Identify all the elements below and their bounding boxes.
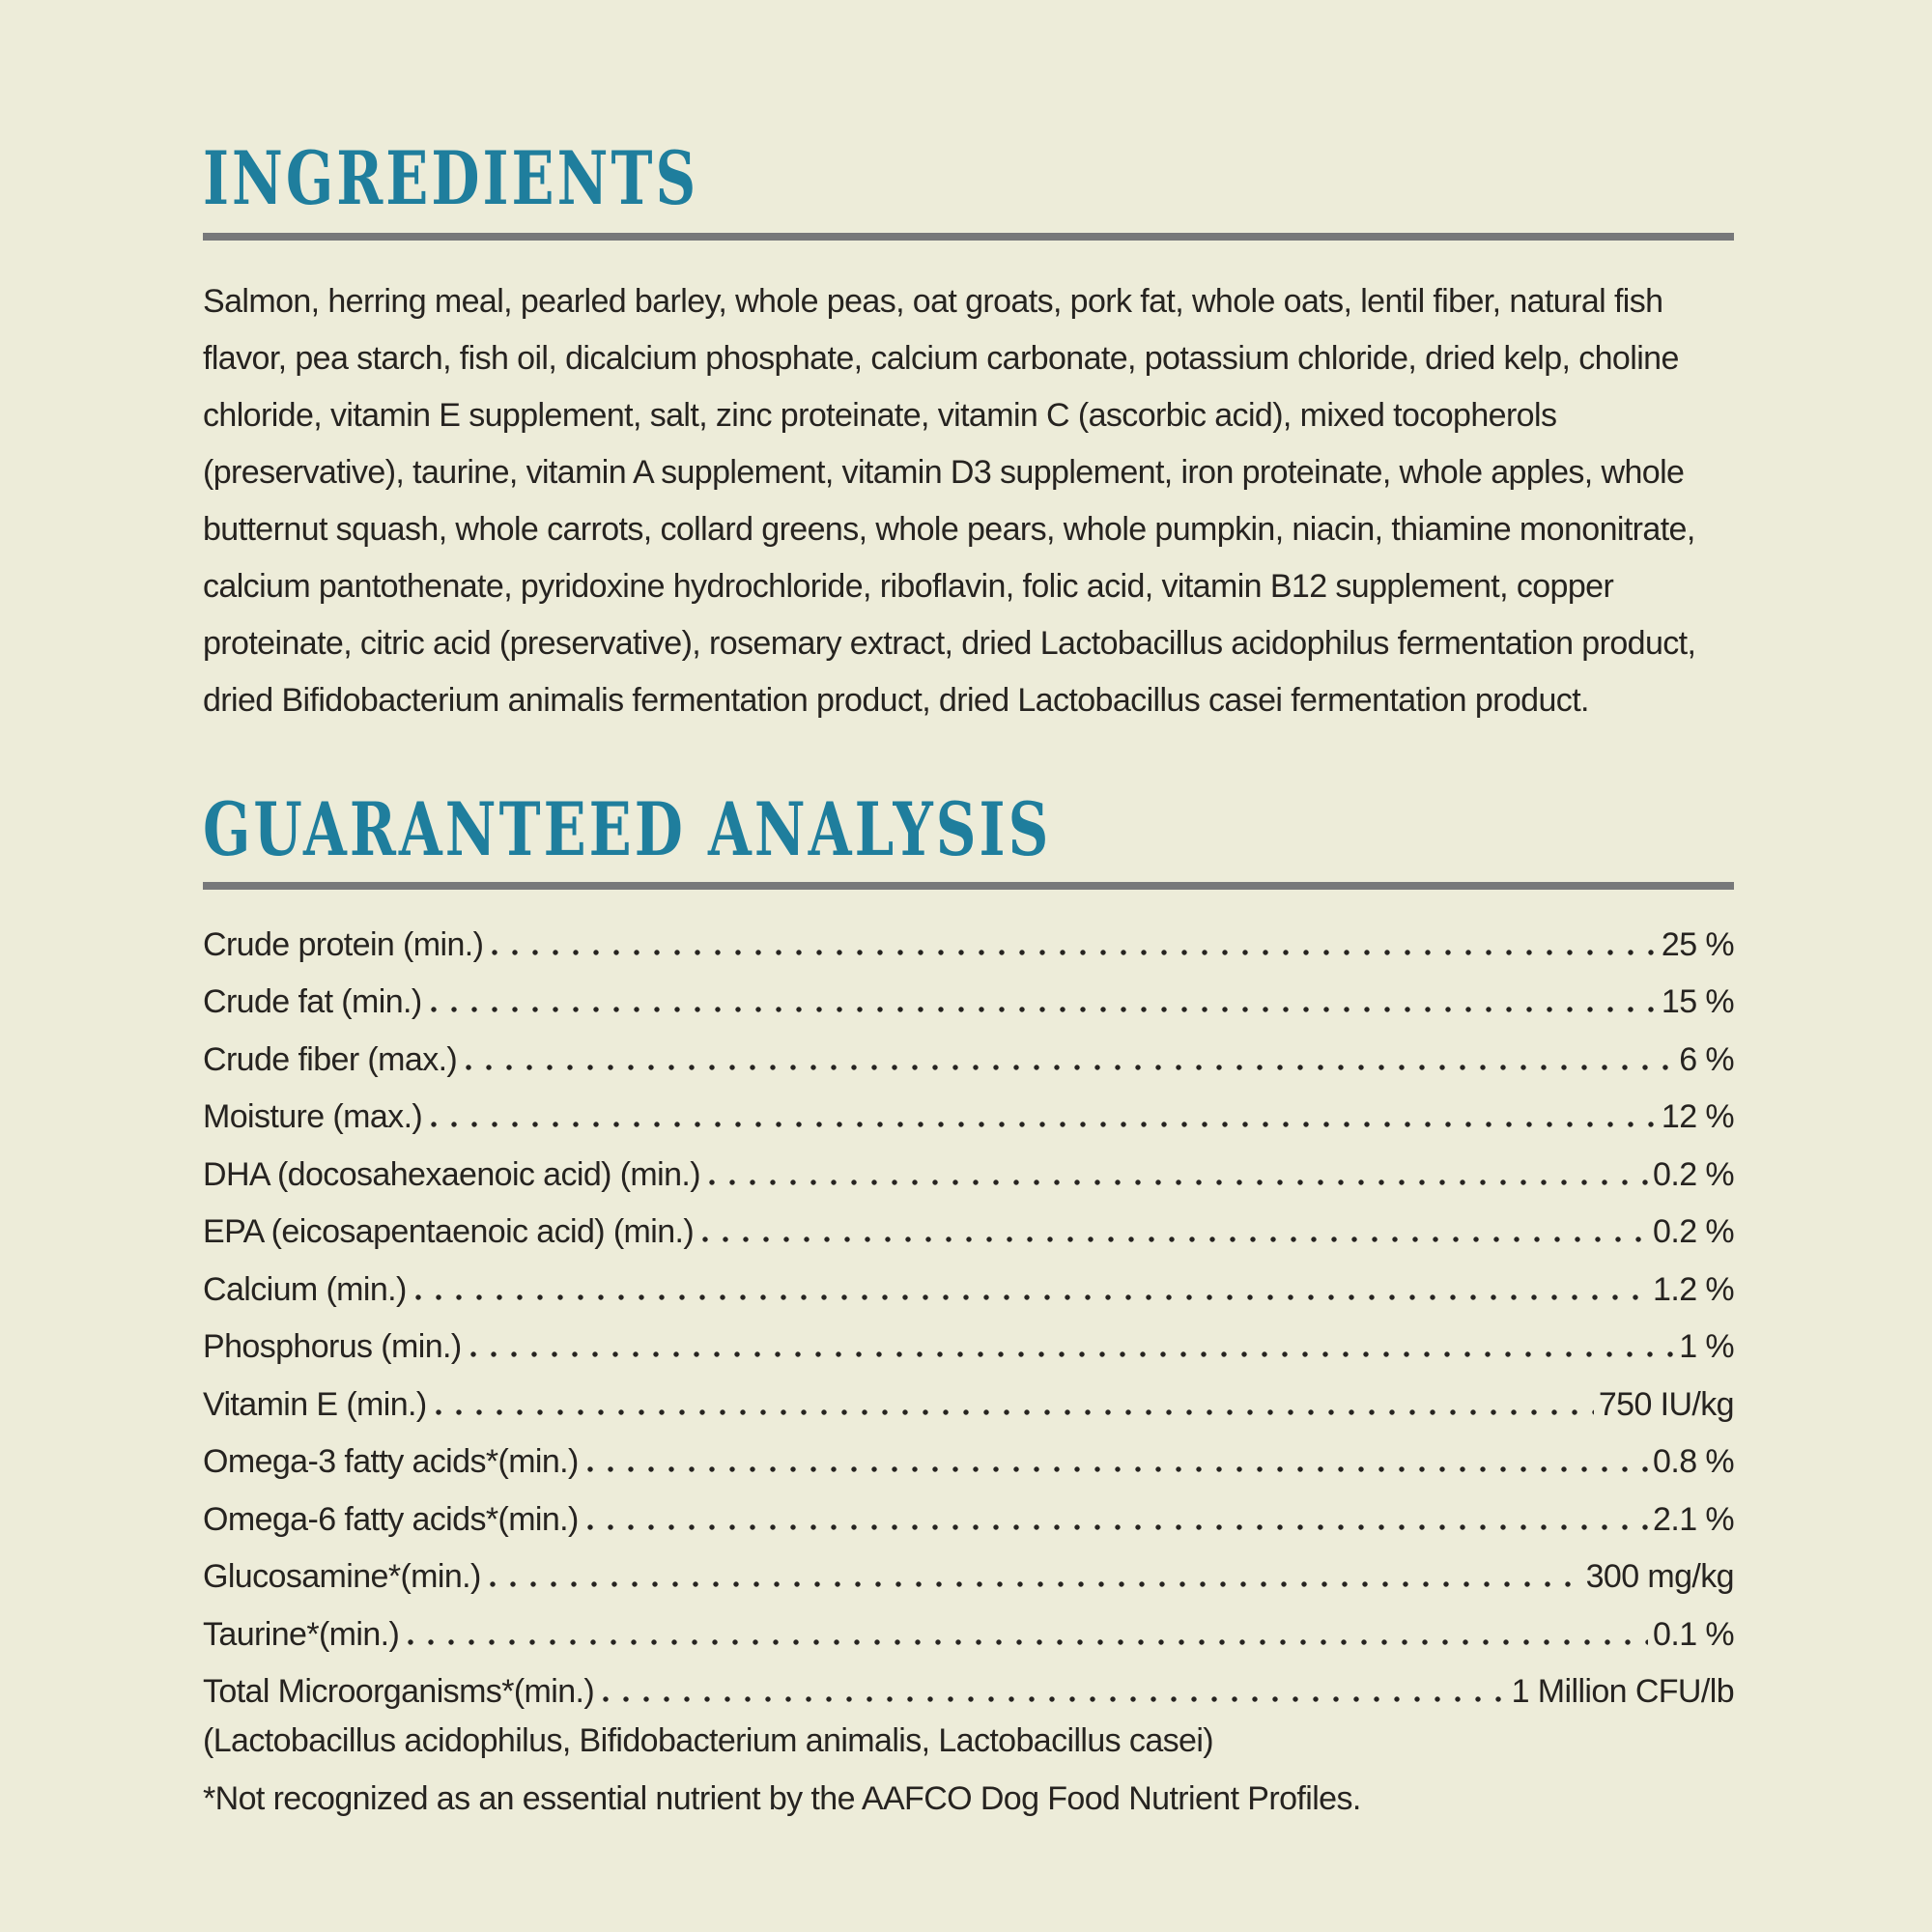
- leader-dots: [408, 1638, 1649, 1645]
- analysis-row: Crude protein (min.) 25 %: [203, 905, 1735, 963]
- analysis-row-value: 0.8 %: [1653, 1443, 1735, 1481]
- analysis-row-label: Vitamin E (min.): [203, 1385, 427, 1423]
- analysis-row: Omega-3 fatty acids*(min.) 0.8 %: [203, 1423, 1735, 1481]
- ingredients-heading: INGREDIENTS: [203, 135, 699, 221]
- ingredients-divider: [203, 233, 1734, 241]
- analysis-row-value: 300 mg/kg: [1585, 1558, 1735, 1596]
- analysis-row: Crude fiber (max.) 6 %: [203, 1020, 1735, 1078]
- analysis-row-value: 1 %: [1679, 1328, 1734, 1366]
- analysis-row: Calcium (min.) 1.2 %: [203, 1250, 1735, 1308]
- analysis-row-value: 25 %: [1661, 925, 1735, 963]
- leader-dots: [414, 1293, 1649, 1300]
- analysis-row-label: Crude protein (min.): [203, 925, 484, 963]
- analysis-row: Vitamin E (min.) 750 IU/kg: [203, 1365, 1735, 1423]
- guaranteed-analysis-divider: [203, 882, 1734, 890]
- analysis-row-value: 1.2 %: [1653, 1270, 1735, 1308]
- analysis-row-value: 0.2 %: [1653, 1155, 1735, 1193]
- analysis-row: EPA (eicosapentaenoic acid) (min.) 0.2 %: [203, 1193, 1735, 1251]
- analysis-row: DHA (docosahexaenoic acid) (min.) 0.2 %: [203, 1135, 1735, 1193]
- analysis-row-value: 12 %: [1661, 1098, 1735, 1136]
- leader-dots: [430, 1007, 1657, 1012]
- analysis-row: Taurine*(min.) 0.1 %: [203, 1595, 1735, 1653]
- aafco-footnote: *Not recognized as an essential nutrient…: [203, 1780, 1361, 1817]
- analysis-row-value: 15 %: [1661, 983, 1735, 1021]
- analysis-row: Glucosamine*(min.) 300 mg/kg: [203, 1538, 1735, 1596]
- leader-dots: [586, 1523, 1649, 1530]
- analysis-row-label: Glucosamine*(min.): [203, 1558, 481, 1596]
- analysis-row-label: Taurine*(min.): [203, 1615, 400, 1653]
- leader-dots: [702, 1236, 1649, 1242]
- ingredients-section: INGREDIENTS Salmon, herring meal, pearle…: [203, 138, 1734, 729]
- analysis-row-value: 0.2 %: [1653, 1213, 1735, 1251]
- analysis-table: Crude protein (min.) 25 % Crude fat (min…: [203, 905, 1735, 1711]
- analysis-row-label: Omega-3 fatty acids*(min.): [203, 1443, 579, 1481]
- analysis-row: Moisture (max.) 12 %: [203, 1078, 1735, 1136]
- analysis-row-value: 6 %: [1679, 1040, 1734, 1078]
- ingredients-text: Salmon, herring meal, pearled barley, wh…: [203, 283, 1696, 719]
- guaranteed-analysis-heading: GUARANTEED ANALYSIS: [203, 786, 1052, 872]
- analysis-row: Omega-6 fatty acids*(min.) 2.1 %: [203, 1480, 1735, 1538]
- leader-dots: [469, 1351, 1675, 1357]
- analysis-row-label: DHA (docosahexaenoic acid) (min.): [203, 1155, 701, 1193]
- microorganisms-note: (Lactobacillus acidophilus, Bifidobacter…: [203, 1722, 1214, 1759]
- leader-dots: [466, 1064, 1675, 1070]
- leader-dots: [709, 1179, 1649, 1185]
- analysis-row-label: Omega-6 fatty acids*(min.): [203, 1500, 579, 1538]
- analysis-row-value: 2.1 %: [1653, 1500, 1735, 1538]
- analysis-row-label: Total Microorganisms*(min.): [203, 1673, 595, 1711]
- analysis-row-label: Crude fat (min.): [203, 983, 422, 1021]
- analysis-row-label: Crude fiber (max.): [203, 1040, 458, 1078]
- analysis-row-value: 0.1 %: [1653, 1615, 1735, 1653]
- guaranteed-analysis-section: GUARANTEED ANALYSIS Crude protein (min.)…: [203, 786, 1735, 1828]
- leader-dots: [489, 1581, 1581, 1587]
- leader-dots: [586, 1466, 1649, 1472]
- analysis-row: Crude fat (min.) 15 %: [203, 963, 1735, 1021]
- analysis-row: Phosphorus (min.) 1 %: [203, 1308, 1735, 1366]
- analysis-row-value: 1 Million CFU/lb: [1511, 1673, 1735, 1711]
- analysis-row-value: 750 IU/kg: [1598, 1385, 1735, 1423]
- leader-dots: [431, 1122, 1657, 1127]
- analysis-row-label: EPA (eicosapentaenoic acid) (min.): [203, 1213, 695, 1251]
- leader-dots: [492, 949, 1657, 955]
- analysis-row-label: Phosphorus (min.): [203, 1328, 462, 1366]
- leader-dots: [603, 1696, 1507, 1702]
- analysis-row: Total Microorganisms*(min.) 1 Million CF…: [203, 1653, 1735, 1711]
- leader-dots: [435, 1408, 1594, 1415]
- analysis-row-label: Calcium (min.): [203, 1270, 407, 1308]
- analysis-row-label: Moisture (max.): [203, 1098, 423, 1136]
